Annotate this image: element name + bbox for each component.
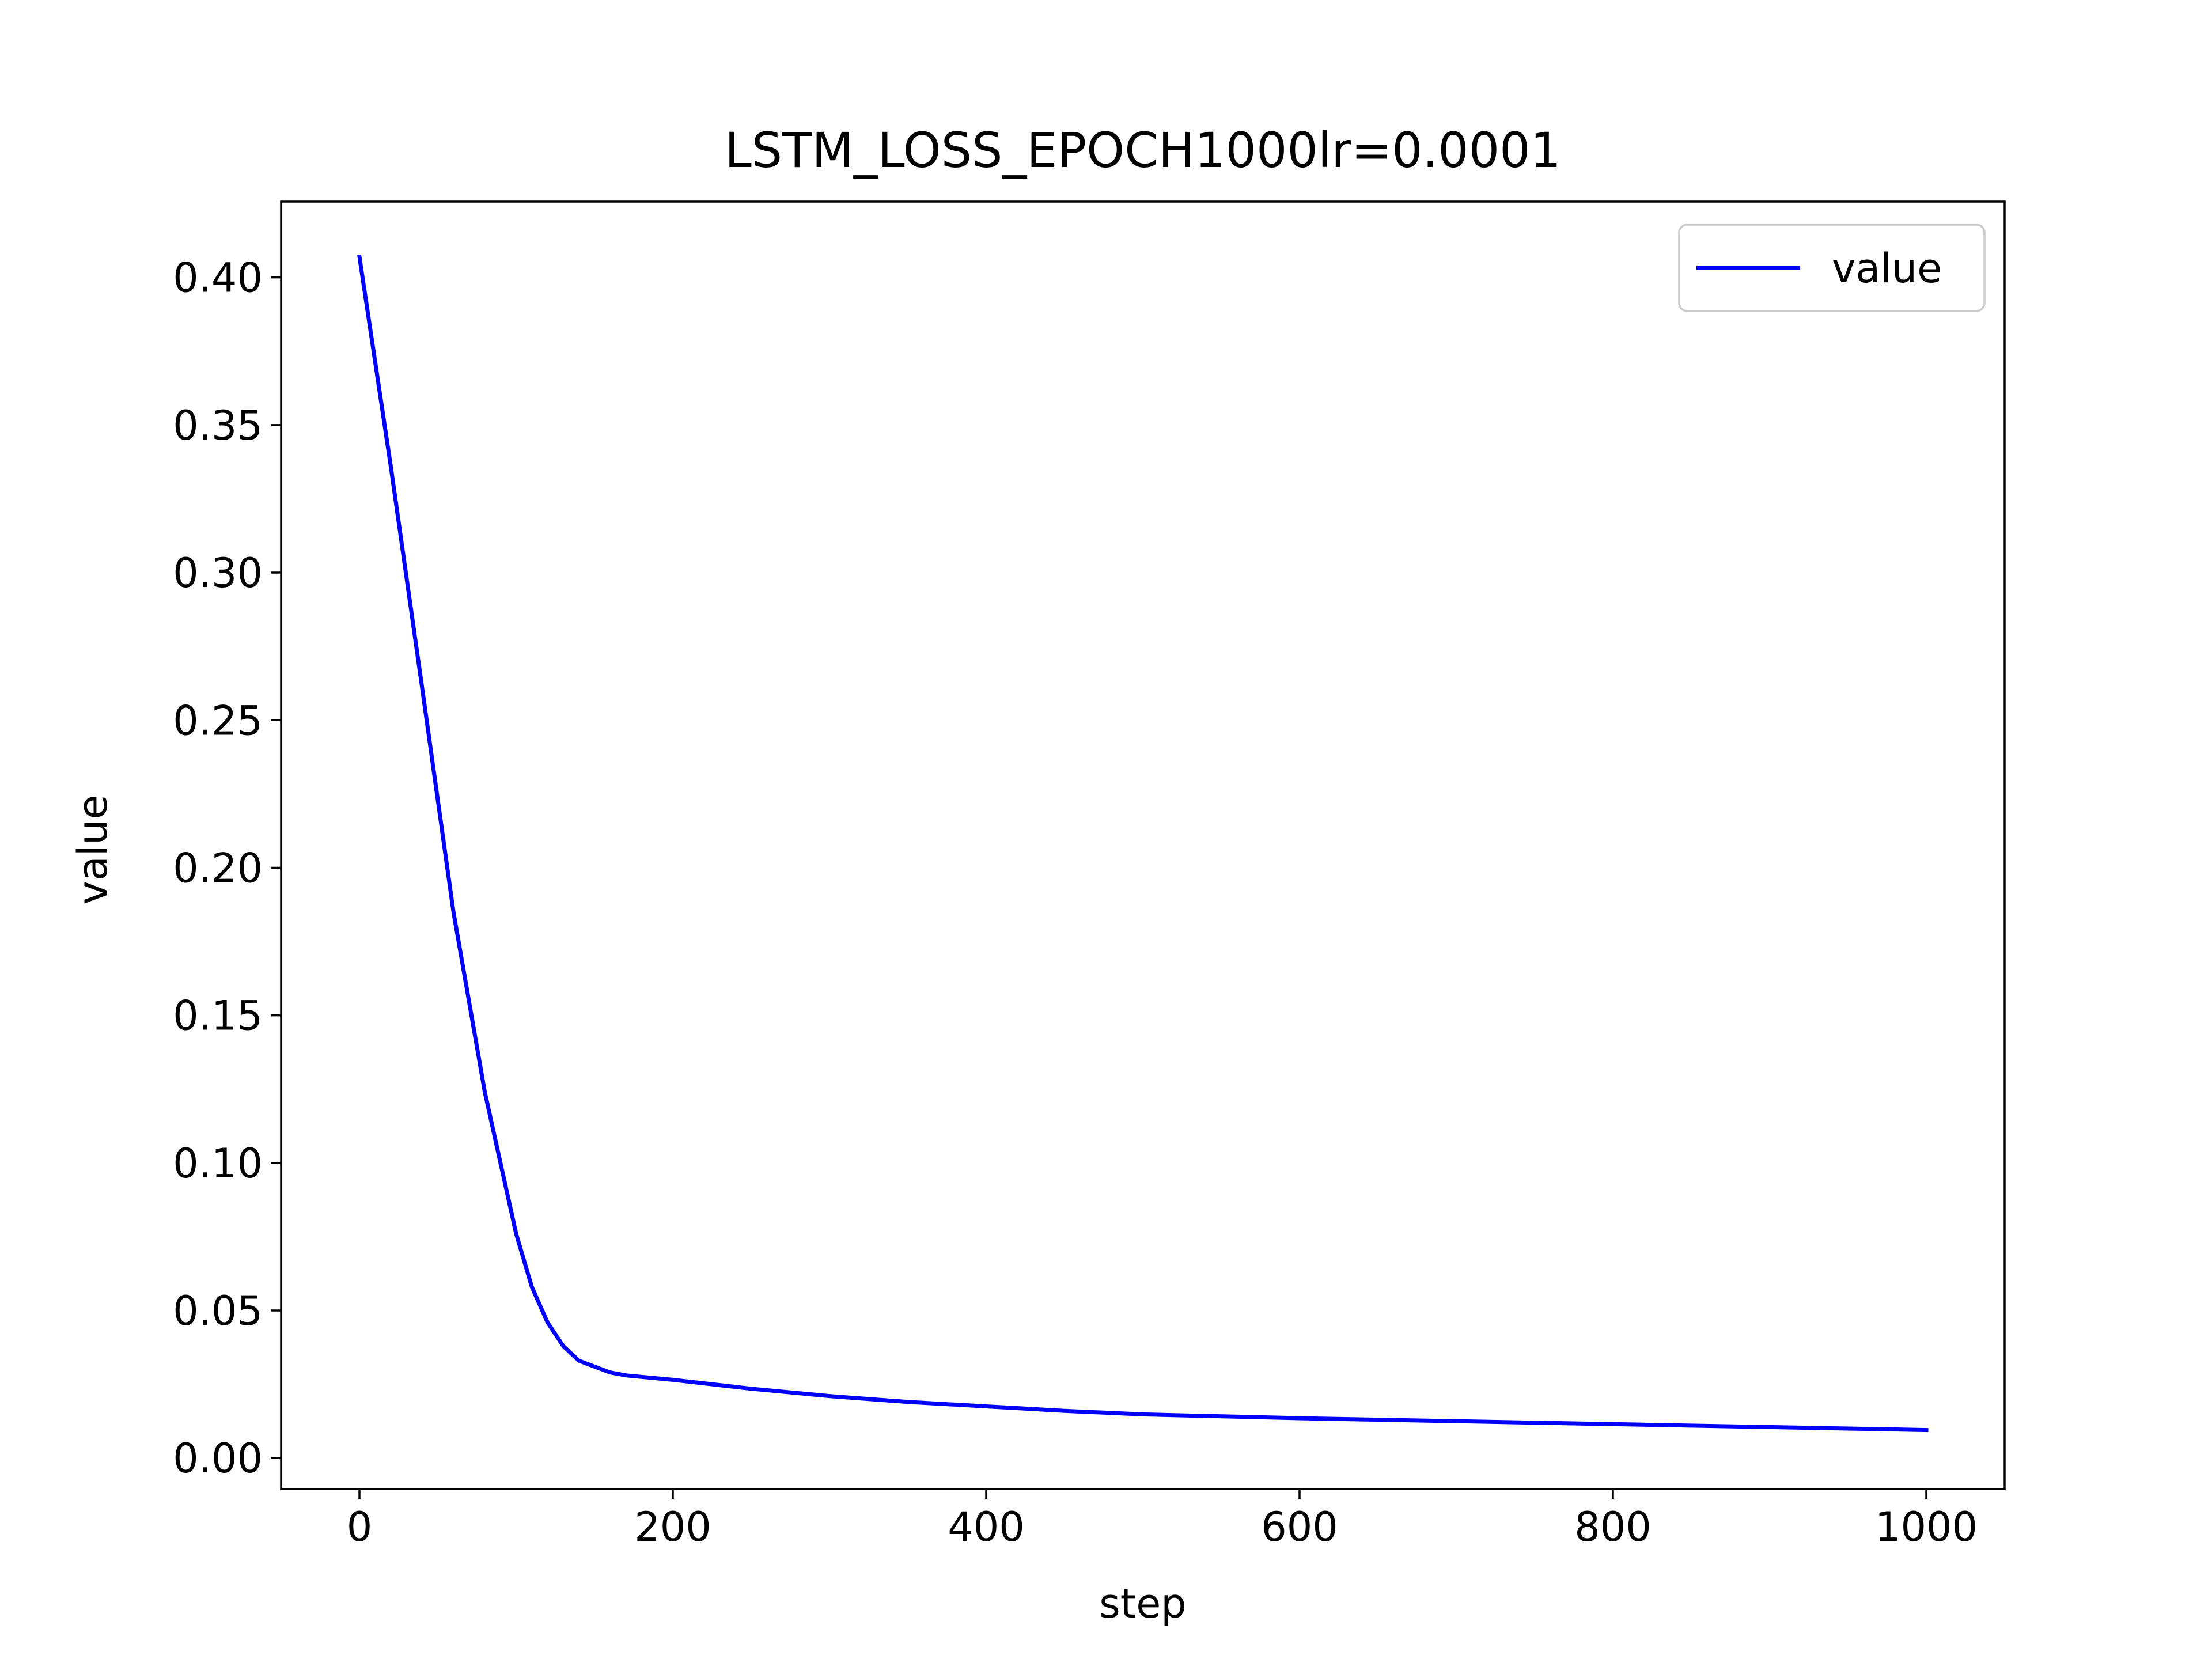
y-tick-label: 0.20 xyxy=(173,844,263,892)
x-tick-label: 200 xyxy=(634,1503,711,1551)
x-tick-label: 0 xyxy=(347,1503,373,1551)
x-tick-label: 1000 xyxy=(1875,1503,1978,1551)
legend: value xyxy=(1678,224,1986,312)
y-tick-label: 0.00 xyxy=(173,1435,263,1482)
x-axis-label: step xyxy=(1099,1580,1186,1627)
chart-title: LSTM_LOSS_EPOCH1000lr=0.0001 xyxy=(725,122,1561,179)
legend-label: value xyxy=(1832,245,1942,292)
x-tick-label: 800 xyxy=(1574,1503,1652,1551)
y-tick-label: 0.10 xyxy=(173,1140,263,1187)
x-axis: 0 200 400 600 800 1000 xyxy=(347,1489,1978,1551)
y-tick-label: 0.05 xyxy=(173,1287,263,1335)
x-tick-label: 400 xyxy=(948,1503,1025,1551)
series-line-value xyxy=(357,254,1929,1433)
plot-area xyxy=(280,200,2006,1490)
y-tick-label: 0.35 xyxy=(173,402,263,449)
legend-box xyxy=(1678,224,1986,312)
y-axis: 0.00 0.05 0.10 0.15 0.20 0.25 0.30 0.35 0.40 xyxy=(173,255,281,1482)
y-tick-label: 0.25 xyxy=(173,697,263,744)
y-tick-label: 0.15 xyxy=(173,993,263,1040)
y-tick-label: 0.40 xyxy=(173,255,263,302)
y-axis-label: value xyxy=(69,794,116,904)
x-tick-label: 600 xyxy=(1261,1503,1338,1551)
plot-frame xyxy=(280,200,2006,1490)
y-tick-label: 0.30 xyxy=(173,550,263,597)
